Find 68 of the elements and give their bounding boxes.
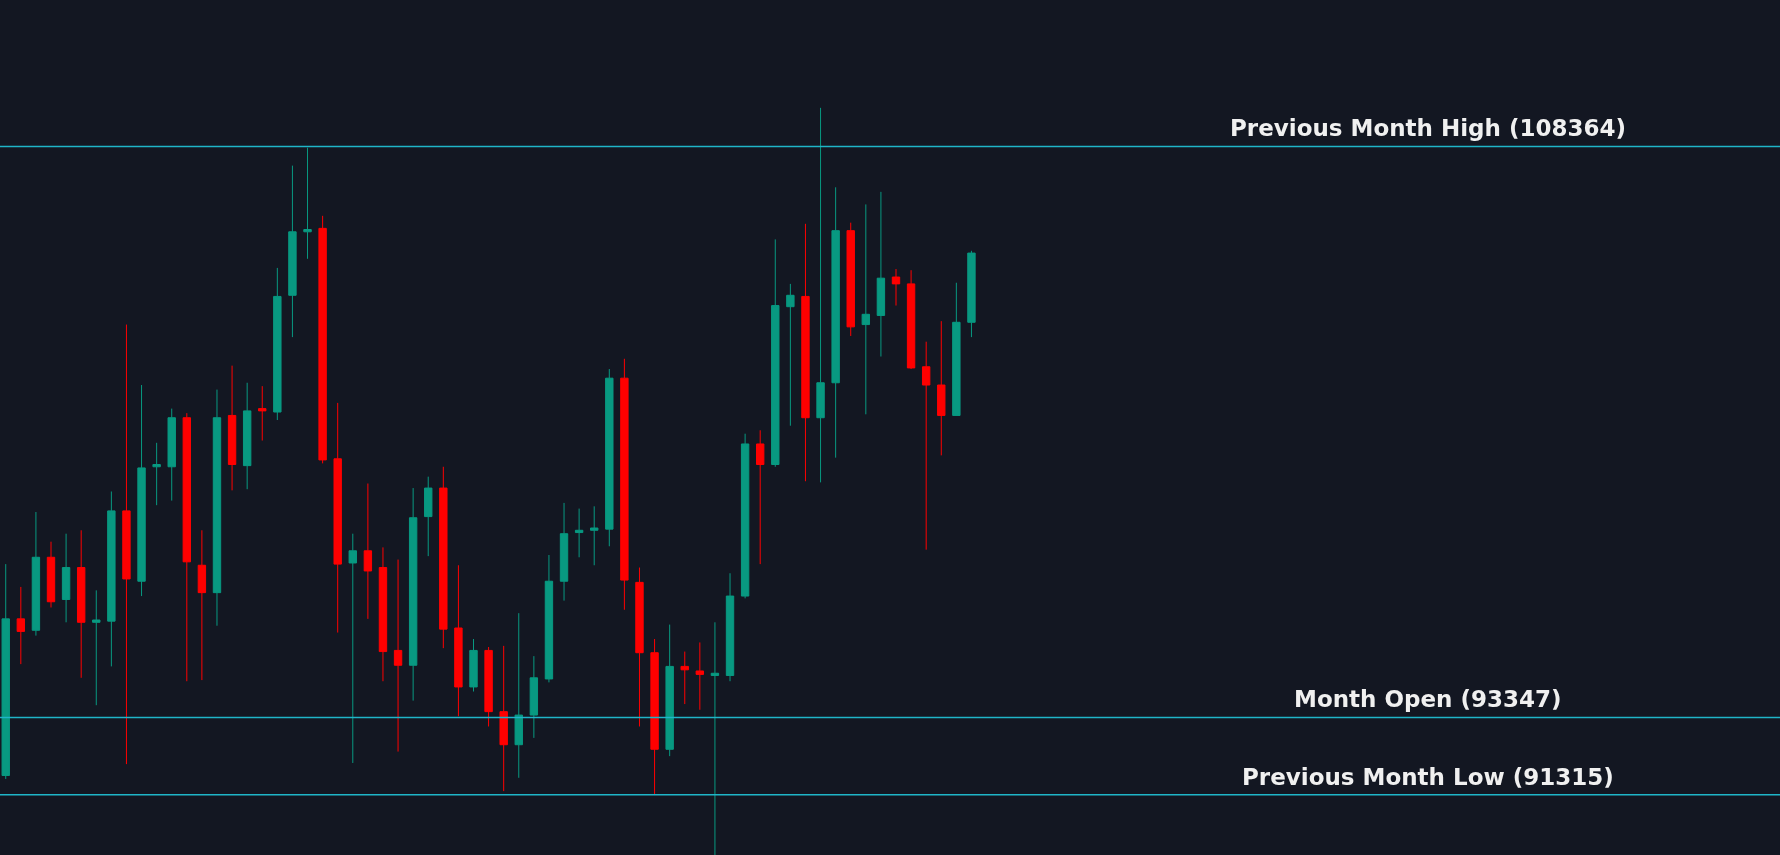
- candlestick: [590, 505, 599, 566]
- candlestick: [333, 402, 342, 634]
- candlestick: [469, 638, 478, 692]
- candlestick: [258, 385, 267, 442]
- candlestick: [891, 268, 901, 307]
- candlestick: [167, 408, 176, 502]
- candlestick: [771, 238, 780, 468]
- candlestick: [605, 368, 614, 547]
- candlestick: [529, 655, 539, 739]
- candlestick: [152, 442, 161, 506]
- candlestick: [46, 541, 56, 608]
- candlestick: [182, 412, 191, 682]
- candlestick: [816, 107, 825, 483]
- candlestick: [801, 223, 810, 482]
- candlestick: [861, 203, 871, 415]
- candlestick: [876, 191, 886, 358]
- candlestick: [212, 389, 222, 627]
- candlestick: [107, 490, 116, 667]
- candlestick: [288, 165, 297, 338]
- candlestick: [61, 533, 71, 623]
- candlestick: [710, 621, 720, 855]
- candlestick: [424, 476, 433, 557]
- candlestick: [439, 466, 448, 649]
- candlestick: [273, 267, 282, 421]
- candlestick: [921, 341, 931, 551]
- candlestick: [318, 215, 327, 464]
- candlestick: [846, 222, 855, 337]
- candlestick: [952, 282, 961, 416]
- candlestick: [650, 638, 659, 796]
- candlestick: [559, 502, 569, 602]
- ref-line-label: Previous Month High (108364): [1230, 115, 1627, 141]
- candlestick: [137, 384, 146, 597]
- candlestick: [16, 586, 26, 665]
- candlestick: [665, 624, 674, 757]
- candlestick: [544, 554, 554, 683]
- candlestick: [408, 487, 418, 702]
- candlestick: [197, 529, 207, 681]
- candlestick: [348, 533, 357, 764]
- candlestick: [454, 564, 463, 717]
- candlestick: [937, 320, 946, 456]
- candlestick: [635, 567, 644, 727]
- candlestick: [499, 645, 508, 792]
- candlestick: [1, 563, 10, 780]
- candlestick: [227, 365, 237, 491]
- candlestick: [740, 433, 750, 599]
- candlestick: [906, 269, 916, 370]
- candlestick: [680, 651, 689, 705]
- ref-line-label: Previous Month Low (91315): [1242, 764, 1614, 790]
- candlestick: [303, 147, 312, 260]
- candlestick: [514, 612, 523, 779]
- candlestick: [393, 559, 403, 753]
- candlestick: [484, 646, 493, 727]
- candlestick: [76, 529, 86, 679]
- candlestick: [363, 483, 373, 620]
- candlestick: [574, 508, 584, 558]
- candlestick: [31, 511, 41, 637]
- candlestick: [831, 186, 840, 459]
- candlestick: [378, 546, 388, 682]
- candlestick: [695, 641, 705, 711]
- candlestick: [786, 283, 795, 427]
- candlestick: [756, 429, 765, 565]
- candlestick: [725, 572, 735, 682]
- candlestick: [967, 250, 976, 338]
- candlestick: [92, 589, 101, 706]
- candlestick: [242, 382, 252, 490]
- ref-line-label: Month Open (93347): [1294, 686, 1562, 712]
- candlestick: [620, 358, 629, 611]
- candlestick: [122, 324, 131, 765]
